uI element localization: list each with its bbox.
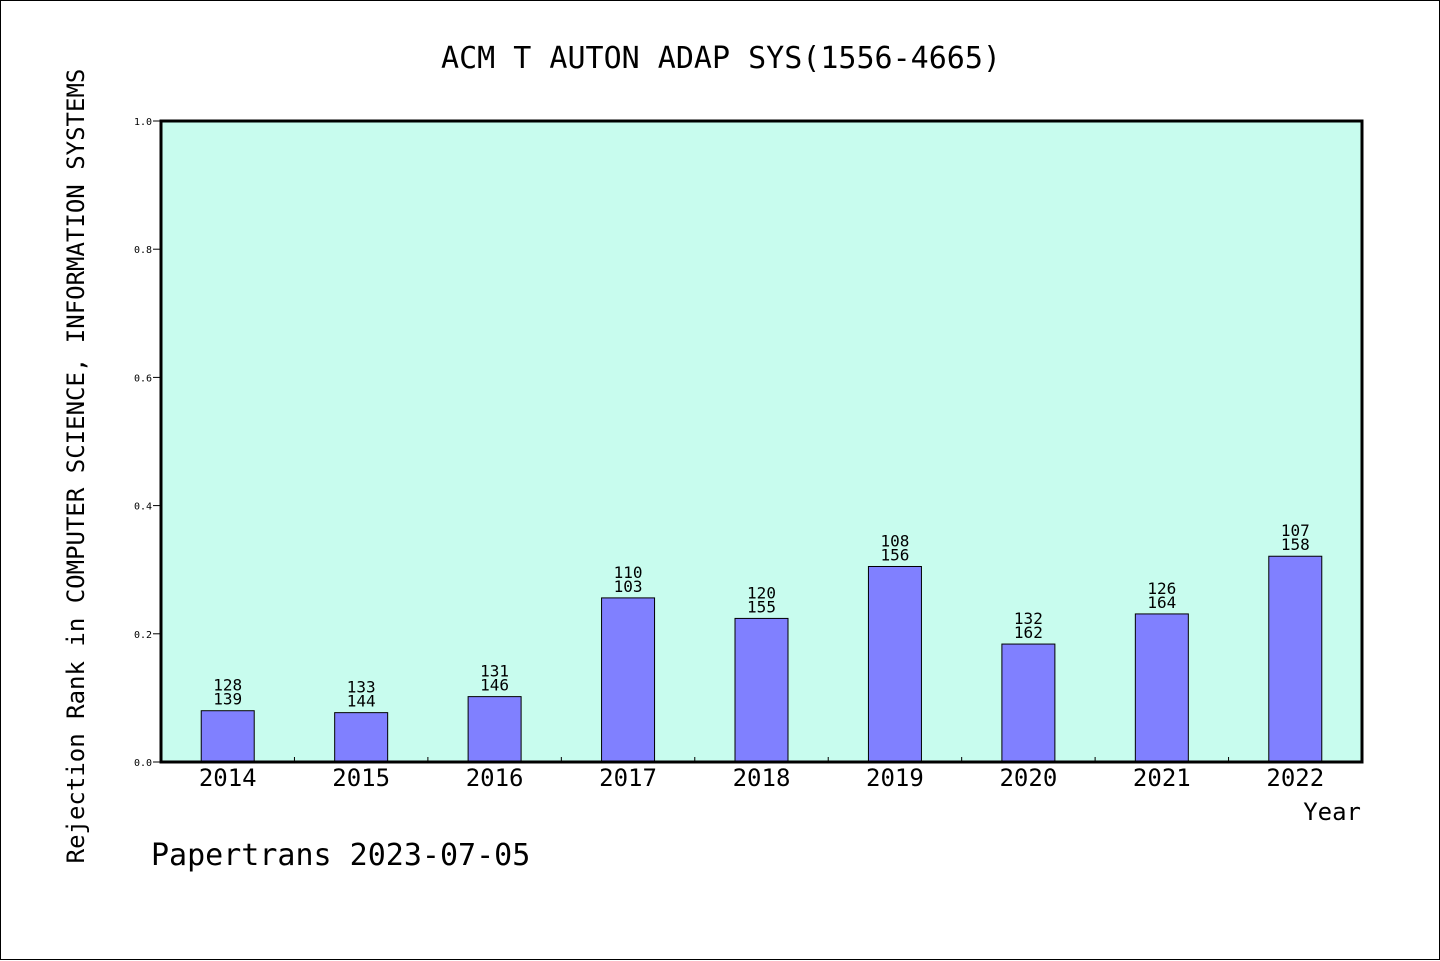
data-label-bottom-2015: 144 <box>347 692 376 711</box>
bar-2020 <box>1001 643 1056 763</box>
data-label-bottom-2017: 103 <box>614 577 643 596</box>
y-tick-label: 0.0 <box>134 758 152 769</box>
bar-2019 <box>867 565 922 763</box>
y-tick-label: 0.8 <box>134 245 152 256</box>
bar-2018 <box>734 617 789 763</box>
bar-2021 <box>1134 613 1189 763</box>
data-label-top-2020: 132 <box>1014 609 1043 628</box>
y-tick-label: 0.4 <box>134 502 152 513</box>
data-label-bottom-2016: 146 <box>480 676 509 695</box>
data-label-bottom-2022: 158 <box>1281 535 1310 554</box>
x-tick-label-2016: 2016 <box>466 764 524 792</box>
x-axis-label: Year <box>1303 798 1361 826</box>
data-label-bottom-2020: 162 <box>1014 623 1043 642</box>
data-label-top-2015: 133 <box>347 678 376 697</box>
data-label-top-2014: 128 <box>213 676 242 695</box>
bar-2022 <box>1268 555 1323 763</box>
data-label-bottom-2019: 156 <box>880 545 909 564</box>
data-label-bottom-2014: 139 <box>213 690 242 709</box>
x-tick-label-2019: 2019 <box>866 764 924 792</box>
y-tick-label: 0.6 <box>134 373 152 384</box>
x-tick-label-2021: 2021 <box>1133 764 1191 792</box>
footer-text: Papertrans 2023-07-05 <box>151 838 530 873</box>
x-tick-label-2014: 2014 <box>199 764 257 792</box>
x-tick-label-2017: 2017 <box>599 764 657 792</box>
bar-2017 <box>601 597 656 763</box>
x-tick-label-2018: 2018 <box>733 764 791 792</box>
chart-title: ACM T AUTON ADAP SYS(1556-4665) <box>441 41 1001 76</box>
data-label-top-2019: 108 <box>880 531 909 550</box>
data-label-top-2016: 131 <box>480 662 509 681</box>
bar-2015 <box>334 712 389 763</box>
data-label-top-2018: 120 <box>747 583 776 602</box>
data-label-top-2017: 110 <box>614 563 643 582</box>
plot-border <box>159 119 1364 764</box>
data-label-top-2021: 126 <box>1147 579 1176 598</box>
x-tick-label-2022: 2022 <box>1266 764 1324 792</box>
x-tick-label-2015: 2015 <box>332 764 390 792</box>
bar-2016 <box>467 696 522 763</box>
data-label-top-2022: 107 <box>1281 521 1310 540</box>
data-label-bottom-2021: 164 <box>1147 593 1176 612</box>
x-tick-label-2020: 2020 <box>999 764 1057 792</box>
bar-2014 <box>200 710 255 763</box>
data-label-bottom-2018: 155 <box>747 597 776 616</box>
y-axis-label: Rejection Rank in COMPUTER SCIENCE, INFO… <box>62 69 90 864</box>
y-tick-label: 0.2 <box>134 630 152 641</box>
y-tick-label: 1.0 <box>134 117 152 128</box>
